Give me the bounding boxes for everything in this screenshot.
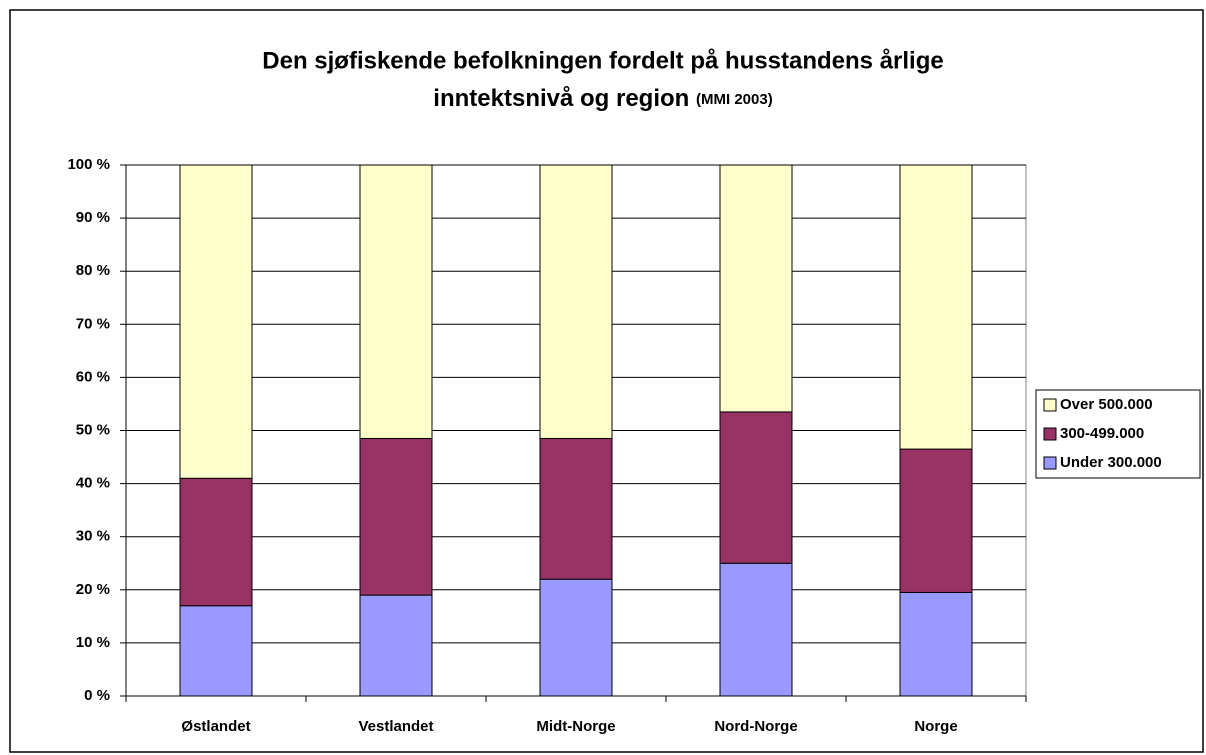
legend-swatch (1043, 456, 1057, 470)
bar-segment (899, 164, 973, 450)
y-tick-label: 30 % (76, 528, 110, 545)
bar-segment (179, 477, 253, 607)
bar-segment (719, 411, 793, 564)
legend-label: Over 500.000 (1060, 396, 1153, 413)
chart-title: inntektsnivå og region (433, 85, 689, 112)
bar-segment (719, 562, 793, 697)
y-tick-label: 10 % (76, 634, 110, 651)
y-tick-label: 70 % (76, 315, 110, 332)
bar-segment (359, 437, 433, 596)
y-tick-label: 50 % (76, 421, 110, 438)
bar-segment (719, 164, 793, 413)
y-tick-label: 0 % (84, 687, 110, 704)
bar-segment (359, 164, 433, 439)
bar-segment (539, 164, 613, 439)
y-tick-label: 20 % (76, 581, 110, 598)
y-tick-label: 40 % (76, 475, 110, 492)
legend-label: Under 300.000 (1060, 454, 1162, 471)
y-tick-label: 100 % (67, 156, 110, 173)
bar-segment (899, 591, 973, 697)
x-tick-label: Østlandet (181, 718, 250, 735)
bar-segment (539, 437, 613, 580)
y-tick-label: 80 % (76, 262, 110, 279)
y-tick-label: 60 % (76, 368, 110, 385)
x-tick-label: Nord-Norge (714, 718, 797, 735)
chart-title: Den sjøfiskende befolkningen fordelt på … (262, 47, 943, 74)
y-tick-label: 90 % (76, 209, 110, 226)
legend-label: 300-499.000 (1060, 425, 1144, 442)
x-tick-label: Midt-Norge (536, 718, 615, 735)
bar-segment (179, 605, 253, 697)
chart-title: inntektsnivå og region (MMI 2003) (433, 85, 772, 112)
x-tick-label: Vestlandet (358, 718, 433, 735)
legend-box (1035, 389, 1201, 479)
legend-swatch (1043, 398, 1057, 412)
legend-swatch (1043, 427, 1057, 441)
bar-segment (359, 594, 433, 697)
bar-segment (899, 448, 973, 593)
bar-segment (179, 164, 253, 479)
x-tick-label: Norge (914, 718, 957, 735)
bar-segment (539, 578, 613, 697)
chart-source: (MMI 2003) (696, 91, 773, 108)
